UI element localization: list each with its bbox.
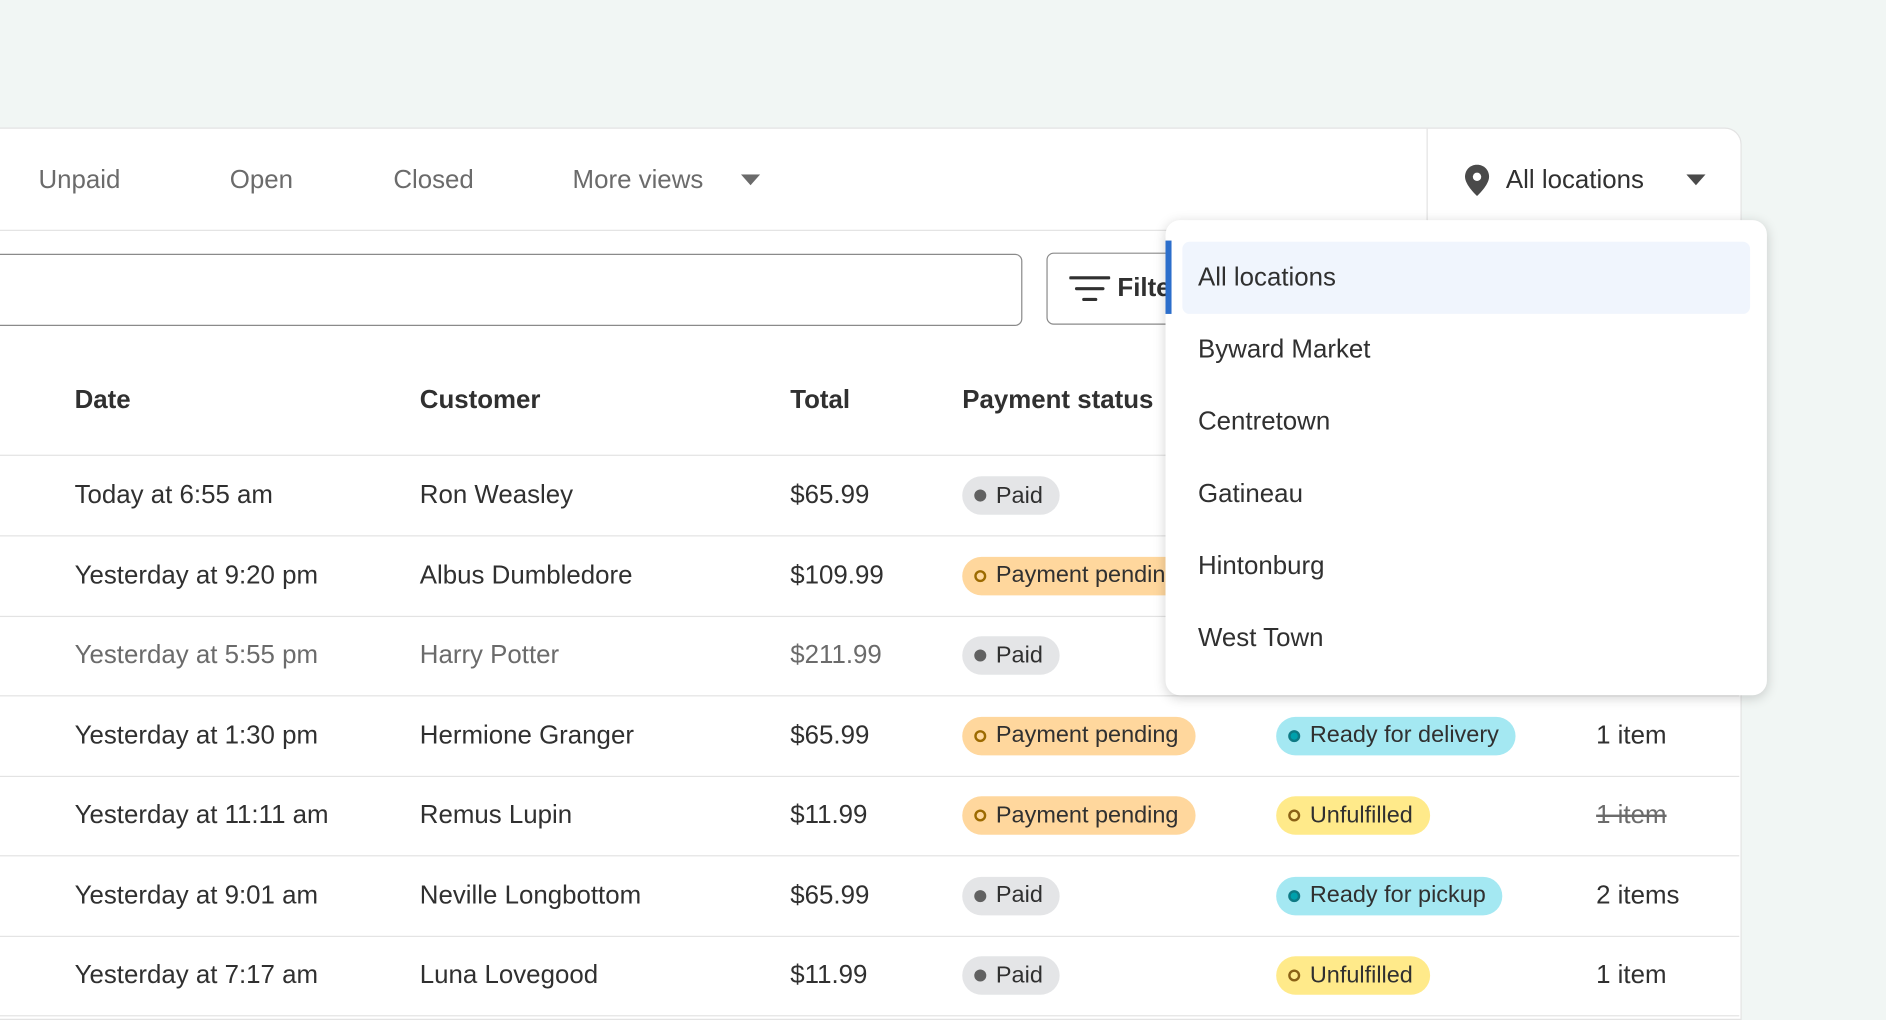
items-cell: 1 item (1596, 800, 1667, 830)
column-header: Customer (419, 385, 541, 415)
items-cell: 1 item (1596, 720, 1667, 750)
status-label: Paid (995, 481, 1043, 509)
customer-cell: Neville Longbottom (419, 880, 642, 910)
status-dot (974, 809, 987, 822)
status-label: Payment pending (995, 561, 1179, 589)
status-badge: Paid (962, 956, 1060, 995)
dropdown-option[interactable]: Gatineau (1197, 479, 1303, 508)
focus-indicator (1165, 240, 1172, 314)
caret (740, 174, 761, 186)
row-divider (0, 855, 1740, 857)
status-badge: Paid (962, 636, 1060, 675)
total-cell: $65.99 (790, 480, 870, 510)
dropdown-option[interactable]: Centretown (1197, 406, 1331, 436)
row-divider (0, 935, 1740, 937)
items-cell: 2 items (1596, 880, 1680, 910)
status-badge: Payment pending (962, 716, 1196, 755)
selected-highlight (1182, 241, 1751, 314)
status-badge: Unfulfilled (1276, 956, 1430, 995)
date-cell: Today at 6:55 am (74, 480, 273, 510)
status-badge: Payment pending (962, 556, 1196, 595)
divider (0, 454, 1740, 456)
status-dot (974, 729, 987, 742)
date-cell: Yesterday at 9:01 am (74, 880, 319, 910)
divider (0, 229, 1740, 231)
status-dot (974, 489, 987, 502)
tab[interactable]: More views (572, 165, 704, 194)
date-cell: Yesterday at 9:20 pm (74, 560, 319, 590)
status-label: Payment pending (995, 721, 1179, 749)
customer-cell: Remus Lupin (419, 800, 573, 830)
items-cell: 1 item (1596, 960, 1667, 990)
date-cell: Yesterday at 5:55 pm (74, 640, 319, 670)
status-label: Payment pending (995, 801, 1179, 829)
status-dot (1288, 889, 1301, 902)
customer-cell: Luna Lovegood (419, 960, 599, 990)
total-cell: $11.99 (790, 800, 868, 830)
total-cell: $211.99 (790, 640, 882, 670)
filter-icon (1069, 276, 1111, 302)
caret (1686, 174, 1706, 186)
tab[interactable]: Unpaid (38, 165, 121, 194)
customer-cell: Harry Potter (419, 640, 560, 670)
dropdown-option[interactable]: West Town (1197, 623, 1324, 653)
status-dot (1288, 729, 1301, 742)
status-badge: Unfulfilled (1276, 796, 1430, 835)
total-cell: $65.99 (790, 880, 870, 910)
customer-cell: Hermione Granger (419, 720, 634, 750)
customer-cell: Ron Weasley (419, 480, 574, 510)
status-label: Paid (995, 641, 1043, 669)
status-badge: Paid (962, 876, 1060, 915)
status-dot (1288, 969, 1301, 982)
tab[interactable]: Open (229, 165, 294, 194)
row-divider (0, 775, 1740, 777)
status-label: Ready for pickup (1309, 881, 1486, 909)
status-label: Paid (995, 881, 1043, 909)
tab[interactable]: Closed (393, 165, 474, 194)
row-divider (0, 615, 1740, 617)
status-dot (974, 649, 987, 662)
row-divider (0, 1015, 1740, 1017)
pin-icon (1465, 164, 1490, 197)
total-cell: $11.99 (790, 960, 868, 990)
location-button[interactable]: All locations (1505, 165, 1644, 194)
total-cell: $65.99 (790, 720, 870, 750)
status-dot (974, 569, 987, 582)
status-dot (974, 889, 987, 902)
customer-cell: Albus Dumbledore (419, 560, 633, 590)
date-cell: Yesterday at 11:11 am (74, 800, 329, 830)
dropdown-option[interactable]: Hintonburg (1197, 551, 1325, 581)
status-label: Ready for delivery (1309, 721, 1499, 749)
column-header: Date (74, 385, 131, 415)
dropdown-option[interactable]: Byward Market (1197, 334, 1371, 364)
total-cell: $109.99 (790, 560, 884, 590)
divider (1426, 128, 1428, 230)
date-cell: Yesterday at 1:30 pm (74, 720, 319, 750)
status-label: Unfulfilled (1309, 961, 1413, 989)
status-label: Unfulfilled (1309, 801, 1413, 829)
dropdown-option[interactable]: All locations (1197, 262, 1336, 292)
date-cell: Yesterday at 7:17 am (74, 960, 319, 990)
row-divider (0, 535, 1740, 537)
status-dot (974, 969, 987, 982)
status-badge: Paid (962, 476, 1060, 515)
column-header: Total (790, 385, 851, 415)
status-label: Paid (995, 961, 1043, 989)
status-badge: Payment pending (962, 796, 1196, 835)
search-field[interactable] (0, 253, 1023, 326)
status-badge: Ready for pickup (1276, 876, 1503, 915)
column-header: Payment status (962, 385, 1154, 415)
status-dot (1288, 809, 1301, 822)
row-divider (0, 695, 1740, 697)
status-badge: Ready for delivery (1276, 716, 1516, 755)
